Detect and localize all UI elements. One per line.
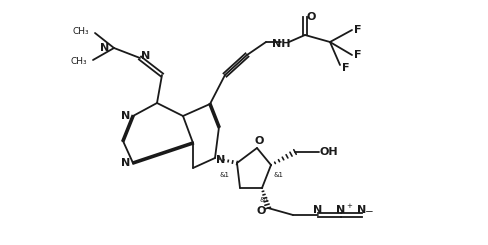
Text: O: O	[256, 206, 265, 216]
Text: CH₃: CH₃	[72, 26, 89, 36]
Text: N: N	[313, 205, 323, 215]
Text: N: N	[100, 43, 109, 53]
Text: &1: &1	[273, 172, 283, 178]
Text: N: N	[142, 51, 151, 61]
Text: O: O	[306, 12, 316, 22]
Text: F: F	[342, 63, 350, 73]
Text: &1: &1	[260, 197, 270, 203]
Text: N: N	[216, 155, 225, 165]
Text: −: −	[365, 207, 373, 217]
Text: OH: OH	[320, 147, 338, 157]
Text: N: N	[122, 158, 131, 168]
Text: N: N	[122, 111, 131, 121]
Text: CH₃: CH₃	[70, 58, 87, 66]
Text: O: O	[254, 136, 264, 146]
Text: NH: NH	[272, 39, 290, 49]
Text: N: N	[357, 205, 366, 215]
Text: +: +	[346, 203, 352, 209]
Text: F: F	[354, 25, 362, 35]
Text: &1: &1	[220, 172, 230, 178]
Text: N: N	[336, 205, 346, 215]
Text: F: F	[354, 50, 362, 60]
